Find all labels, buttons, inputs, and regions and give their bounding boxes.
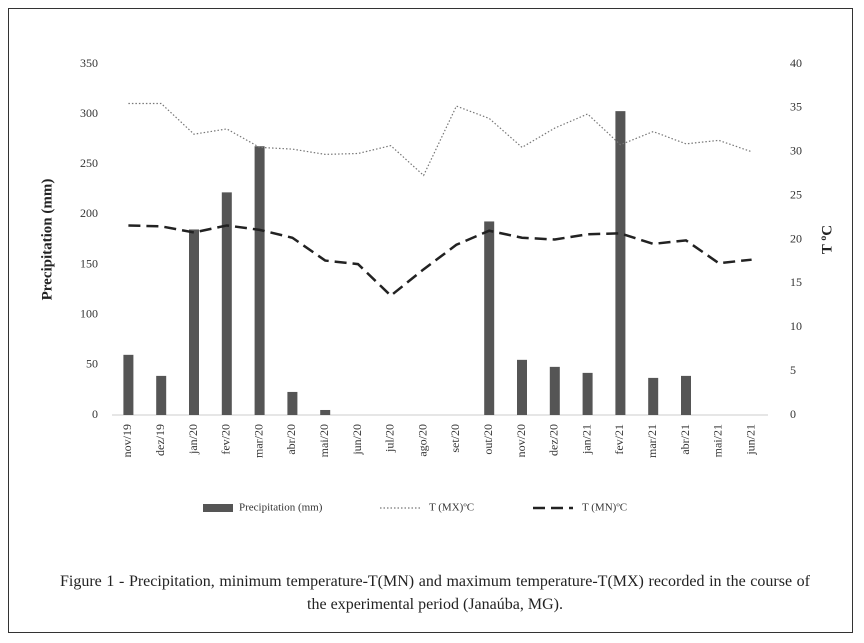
x-tick-label: fev/20 [219, 424, 233, 455]
x-tick-label: mai/20 [317, 424, 331, 457]
bar [648, 377, 659, 415]
frame [8, 8, 853, 633]
line [128, 102, 752, 177]
legend-swatch [203, 504, 233, 512]
chart: 0 50 100 150 200 250 300 350 0 5 10 15 20 25 30 35 40 Pre… [39, 56, 835, 514]
x-tick-label: mar/20 [251, 424, 265, 458]
legend-label: T (MX)ºC [429, 502, 474, 514]
line [128, 224, 752, 298]
x-tick-label: jun/20 [350, 424, 364, 456]
bar [582, 372, 593, 415]
x-tick-label: dez/19 [153, 424, 167, 456]
bar [484, 221, 495, 415]
x-tick-label: ago/20 [415, 424, 429, 457]
y2-tick-label: 10 [790, 319, 802, 333]
y-tick-label: 350 [80, 56, 98, 70]
x-tick-label: jan/20 [186, 424, 200, 455]
y2-tick-label: 40 [790, 56, 802, 70]
legend-label: T (MN)ºC [582, 502, 627, 514]
y2-tick-label: 0 [790, 407, 796, 421]
bar [221, 192, 232, 415]
bar [681, 375, 691, 415]
y-axis-title: Precipitation (mm) [39, 179, 55, 301]
x-tick-label: jun/21 [743, 424, 757, 456]
x-tick-label: nov/19 [120, 424, 134, 457]
y-tick-label: 100 [80, 306, 98, 320]
bar [287, 391, 298, 415]
x-tick-label: mai/21 [711, 424, 725, 457]
y2-tick-label: 20 [790, 231, 802, 245]
y-tick-label: 0 [92, 407, 98, 421]
y-tick-label: 300 [80, 106, 98, 120]
bar [156, 375, 167, 415]
y2-tick-label: 15 [790, 275, 802, 289]
caption: Figure 1 - Precipitation, minimum temper… [60, 573, 810, 613]
bar [254, 146, 265, 415]
bar [189, 229, 199, 415]
bar [549, 366, 560, 415]
x-tick-label: abr/20 [284, 424, 298, 455]
x-tick-label: out/20 [481, 424, 495, 455]
x-tick-label: jan/21 [579, 424, 593, 455]
bar [123, 354, 134, 415]
y2-tick-label: 35 [790, 100, 802, 114]
y-tick-label: 250 [80, 156, 98, 170]
bar [615, 111, 626, 416]
y2-tick-label: 30 [790, 144, 802, 158]
bar [320, 409, 331, 415]
x-tick-label: nov/20 [514, 424, 528, 457]
x-tick-label: jul/20 [383, 424, 397, 453]
bar [517, 359, 527, 415]
x-tick-label: abr/21 [678, 424, 692, 455]
y-tick-label: 200 [80, 206, 98, 220]
y2-tick-label: 25 [790, 187, 802, 201]
y2-axis-title: T ºC [819, 225, 835, 254]
x-tick-label: dez/20 [547, 424, 561, 456]
legend-label: Precipitation (mm) [239, 502, 323, 514]
x-tick-label: fev/21 [612, 424, 626, 455]
y2-tick-label: 5 [790, 363, 796, 377]
x-tick-label: set/20 [448, 424, 462, 453]
x-tick-label: mar/21 [645, 424, 659, 458]
y-tick-label: 150 [80, 256, 98, 270]
y-tick-label: 50 [86, 357, 98, 371]
